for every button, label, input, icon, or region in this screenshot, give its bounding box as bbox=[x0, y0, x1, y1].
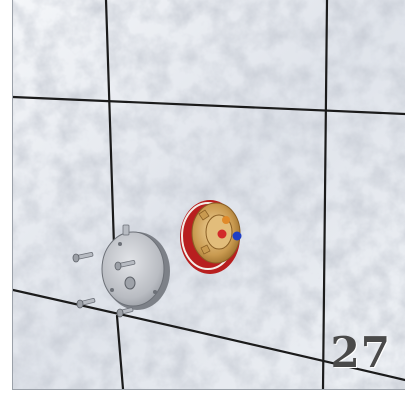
grout-vertical-left bbox=[104, 0, 116, 248]
grout-vertical-right bbox=[321, 0, 329, 389]
tiled-wall-scene bbox=[13, 0, 405, 389]
valve-body bbox=[180, 200, 242, 274]
cover-plate bbox=[101, 231, 170, 310]
grout-horizontal-top bbox=[13, 95, 405, 116]
valve-hot-marker bbox=[217, 229, 227, 239]
valve-orange-marker bbox=[222, 216, 230, 224]
cover-plate-hole-right bbox=[153, 290, 157, 294]
screw-bottom-center bbox=[116, 307, 134, 318]
illustration-frame: 27 bbox=[12, 0, 405, 390]
valve-outlet-stub-lower bbox=[200, 244, 211, 255]
valve-cold-marker bbox=[232, 231, 242, 241]
valve-outlet-stub bbox=[198, 209, 210, 221]
screw-upper-right bbox=[122, 224, 130, 236]
step-number: 27 bbox=[330, 328, 391, 377]
grout-vertical-left-lower bbox=[115, 314, 125, 389]
screw-bottom-left bbox=[76, 298, 96, 309]
cover-plate-face bbox=[101, 231, 165, 307]
grout-horizontal-bottom bbox=[13, 288, 405, 382]
cover-plate-hole-left bbox=[110, 288, 114, 292]
cover-plate-center-hole bbox=[124, 276, 136, 290]
grout-lines bbox=[13, 0, 405, 389]
marble-texture bbox=[13, 0, 405, 389]
screws bbox=[72, 224, 136, 318]
screw-center bbox=[114, 260, 136, 271]
cover-plate-hole-top bbox=[118, 242, 122, 246]
screw-top-left bbox=[72, 252, 94, 263]
